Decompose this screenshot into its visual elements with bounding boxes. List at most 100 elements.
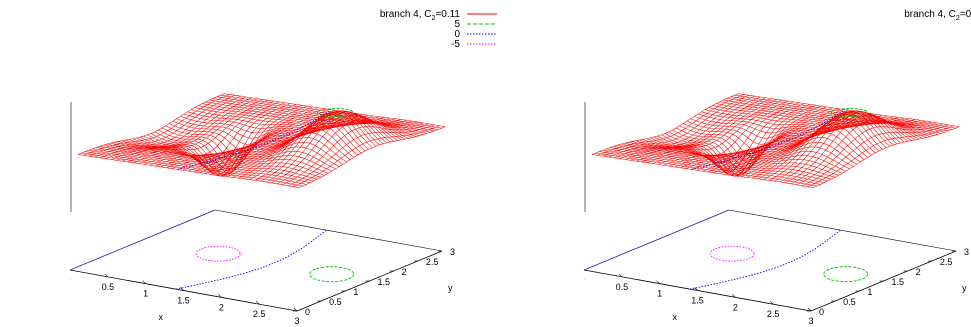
legend-label: 5 xyxy=(454,19,460,30)
mesh-line-y xyxy=(768,111,916,181)
x-tick-label: 2 xyxy=(219,302,224,312)
y-tick-label: 2 xyxy=(916,267,921,277)
legend-label: 0 xyxy=(454,29,460,40)
mesh-line-y xyxy=(144,103,291,172)
mesh-line-y xyxy=(652,102,800,164)
mesh-line-y xyxy=(182,109,330,171)
x-tick xyxy=(807,307,812,312)
contour-level-5 xyxy=(309,266,355,283)
x-tick xyxy=(732,294,736,298)
contour-level-0 xyxy=(689,229,841,290)
mesh-line-y xyxy=(188,109,335,172)
x-axis-label: x xyxy=(159,312,164,322)
x-tick-label: 3 xyxy=(295,316,300,326)
mesh-line-y xyxy=(641,100,788,163)
x-tick-label: 2 xyxy=(733,302,738,312)
mesh-line-y xyxy=(171,107,319,169)
mesh-line-y xyxy=(298,126,446,188)
mesh-line-y xyxy=(94,95,241,158)
mesh-line-y xyxy=(254,111,402,181)
x-tick xyxy=(142,280,146,284)
surface-contour-5 xyxy=(830,108,868,118)
mesh-line-y xyxy=(138,102,286,164)
mesh-line-x xyxy=(591,154,814,188)
legend-label: branch 4, C2=0. xyxy=(904,9,971,22)
x-tick xyxy=(180,287,184,291)
x-tick xyxy=(656,280,660,284)
x-tick xyxy=(769,300,774,305)
mesh-line-y xyxy=(702,109,849,172)
base-plane xyxy=(584,209,957,312)
mesh-line-y xyxy=(613,96,761,159)
z-tick-label: -6 xyxy=(59,191,67,201)
mesh-line-y xyxy=(166,106,313,169)
y-tick-label: 0 xyxy=(819,307,824,317)
x-tick xyxy=(694,287,698,291)
y-tick-label: 0.5 xyxy=(329,297,342,307)
surface-mesh xyxy=(591,93,960,188)
z-tick-label: 2 xyxy=(62,128,67,138)
mesh-line-y xyxy=(591,93,739,155)
x-tick xyxy=(584,269,585,270)
base-edge-y-axis xyxy=(70,209,216,271)
x-tick-label: 2.5 xyxy=(767,309,780,319)
y-tick-label: 3 xyxy=(450,247,455,257)
x-tick-label: 0.5 xyxy=(616,282,629,292)
y-axis-label: y xyxy=(962,283,967,293)
mesh-line-y xyxy=(812,126,960,188)
x-tick-label: 1.5 xyxy=(691,296,704,306)
x-tick-label: 1 xyxy=(143,289,148,299)
mesh-line-y xyxy=(122,100,269,162)
surface-contour-5 xyxy=(316,108,354,118)
mesh-line-y xyxy=(746,116,893,178)
x-tick-label: 1 xyxy=(657,289,662,299)
mesh-line-y xyxy=(713,111,860,174)
x-tick xyxy=(218,294,222,298)
mesh-line-y xyxy=(801,124,949,187)
mesh-line-y xyxy=(658,103,805,172)
z-tick-label: -4 xyxy=(573,175,581,185)
y-tick-label: 2.5 xyxy=(940,257,953,267)
base-edge-back xyxy=(214,209,443,252)
base-edge-back xyxy=(728,209,957,252)
y-tick-label: 1.5 xyxy=(892,277,905,287)
mesh-line-y xyxy=(133,101,280,164)
z-tick-label: -6 xyxy=(573,191,581,201)
contour-level--5 xyxy=(709,245,755,262)
mesh-line-y xyxy=(647,101,794,164)
z-tick-label: -2 xyxy=(59,160,67,170)
x-tick-label: 0.5 xyxy=(102,282,115,292)
mesh-line-y xyxy=(696,109,844,171)
y-tick-label: 2.5 xyxy=(426,257,439,267)
z-tick-label: -8 xyxy=(573,207,581,217)
z-tick-label: 6 xyxy=(576,97,581,107)
mesh-line-y xyxy=(293,125,440,187)
surface-panel-2: 00.511.522.5300.511.522.53xyu6420-2-4-6-… xyxy=(546,9,971,326)
z-axis-label: u xyxy=(546,143,552,154)
contour-lines xyxy=(175,229,355,290)
surface-mesh xyxy=(77,93,446,188)
mesh-line-y xyxy=(790,120,938,185)
mesh-line-y xyxy=(680,106,827,169)
mesh-line-y xyxy=(785,115,932,184)
mesh-line-y xyxy=(287,124,435,187)
y-tick-label: 1.5 xyxy=(378,277,391,287)
x-tick-label: 0 xyxy=(65,275,70,285)
x-tick xyxy=(104,273,109,278)
y-tick-label: 3 xyxy=(964,247,969,257)
x-tick-label: 3 xyxy=(809,316,814,326)
z-tick-label: 0 xyxy=(62,144,67,154)
x-tick xyxy=(255,300,260,305)
x-tick xyxy=(293,307,298,312)
legend-label: branch 4, C2=0.11 xyxy=(380,9,461,22)
mesh-line-y xyxy=(77,93,225,155)
x-tick-label: 2.5 xyxy=(253,309,266,319)
base-edge-x-axis xyxy=(584,269,812,312)
z-tick-label: 4 xyxy=(62,113,67,123)
mesh-line-y xyxy=(779,111,927,183)
mesh-line-y xyxy=(630,99,777,161)
mesh-line-x xyxy=(77,154,300,188)
mesh-line-y xyxy=(105,97,252,159)
y-axis-label: y xyxy=(448,283,453,293)
